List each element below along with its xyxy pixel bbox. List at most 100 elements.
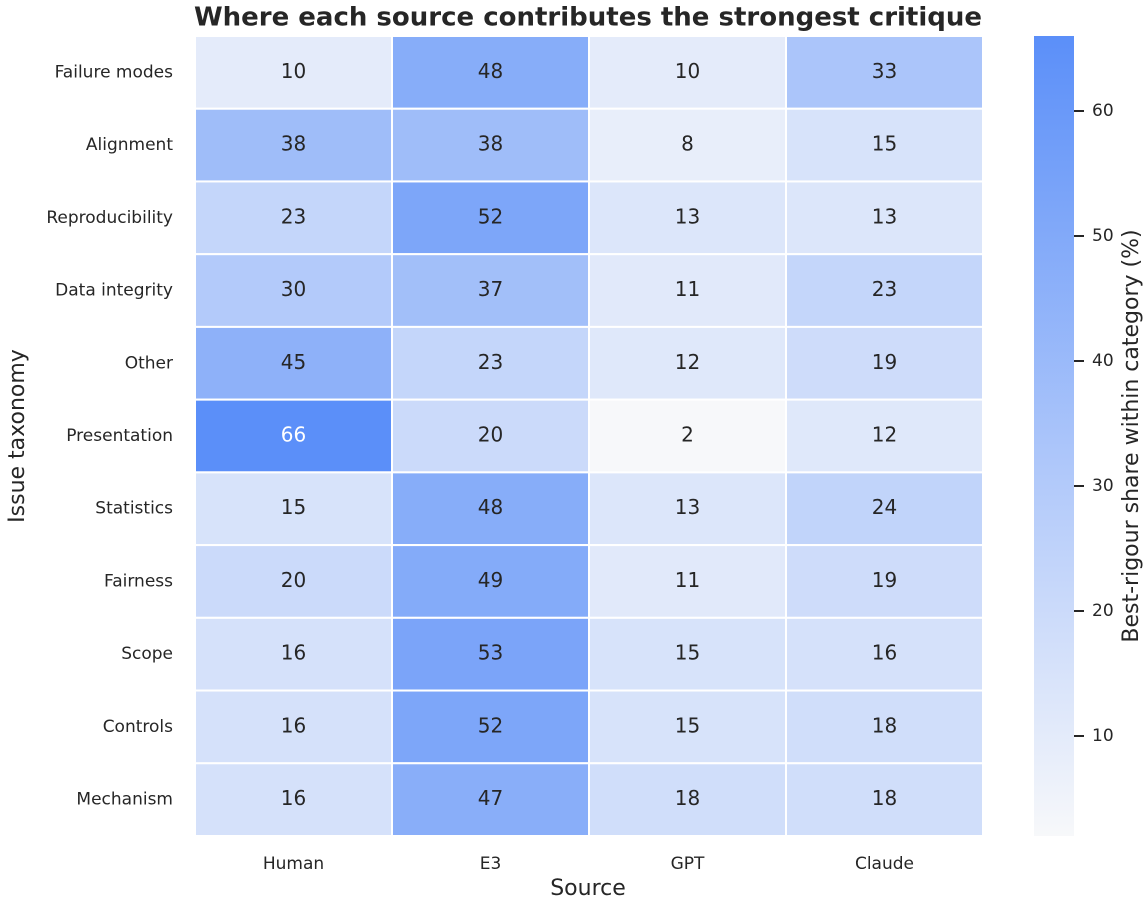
cell-label: 15 bbox=[281, 495, 306, 519]
cell-label: 16 bbox=[872, 641, 897, 665]
cell-label: 23 bbox=[872, 277, 897, 301]
heatmap-cell bbox=[588, 762, 787, 837]
heatmap-cell bbox=[391, 253, 590, 328]
heatmap-cell bbox=[785, 471, 984, 547]
heatmap-cell bbox=[194, 762, 393, 837]
cell-label: 18 bbox=[675, 786, 700, 810]
cell-label: 53 bbox=[478, 641, 503, 665]
cell-label: 23 bbox=[281, 204, 306, 228]
heatmap-cell bbox=[785, 35, 984, 110]
cell-label: 13 bbox=[675, 495, 700, 519]
cell-label: 8 bbox=[681, 132, 694, 156]
y-tick-label: Mechanism bbox=[76, 790, 173, 810]
cell-label: 47 bbox=[478, 786, 503, 810]
cell-label: 48 bbox=[478, 495, 503, 519]
cell-label: 16 bbox=[281, 786, 306, 810]
cell-label: 19 bbox=[872, 568, 897, 592]
heatmap-cell bbox=[588, 35, 787, 110]
heatmap-cell bbox=[785, 762, 984, 837]
y-tick-label: Fairness bbox=[104, 571, 173, 591]
cell-label: 20 bbox=[281, 568, 306, 592]
heatmap-cell bbox=[194, 689, 393, 765]
colorbar-tick-label: 50 bbox=[1092, 226, 1114, 246]
heatmap-cell bbox=[588, 689, 787, 765]
y-tick-label: Alignment bbox=[86, 135, 173, 155]
colorbar-label: Best-rigour share within category (%) bbox=[1119, 229, 1144, 642]
heatmap-cell bbox=[785, 325, 984, 401]
heatmap-cell bbox=[194, 471, 393, 547]
cell-label: 19 bbox=[872, 350, 897, 374]
colorbar-tick-label: 30 bbox=[1092, 476, 1114, 496]
heatmap-cell bbox=[391, 180, 590, 256]
heatmap-cell bbox=[391, 325, 590, 401]
cell-label: 49 bbox=[478, 568, 503, 592]
cell-label: 16 bbox=[281, 713, 306, 737]
cell-label: 48 bbox=[478, 59, 503, 83]
cell-label: 15 bbox=[675, 713, 700, 737]
y-tick-label: Data integrity bbox=[55, 281, 173, 301]
heatmap-cell bbox=[391, 762, 590, 837]
x-tick-label: Human bbox=[263, 854, 324, 874]
heatmap-cell bbox=[785, 689, 984, 765]
y-axis-label: Issue taxonomy bbox=[5, 349, 30, 523]
x-tick-label: E3 bbox=[480, 854, 502, 874]
colorbar bbox=[1034, 36, 1074, 836]
x-tick-label: GPT bbox=[671, 854, 705, 874]
y-tick-label: Reproducibility bbox=[46, 208, 173, 228]
heatmap-cell bbox=[194, 398, 393, 474]
chart-title: Where each source contributes the strong… bbox=[194, 3, 982, 33]
cell-label: 10 bbox=[281, 59, 306, 83]
cell-label: 52 bbox=[478, 713, 503, 737]
cell-label: 38 bbox=[281, 132, 306, 156]
heatmap-cell bbox=[194, 325, 393, 401]
cell-label: 15 bbox=[675, 641, 700, 665]
cell-label: 23 bbox=[478, 350, 503, 374]
cell-label: 12 bbox=[675, 350, 700, 374]
cell-label: 16 bbox=[281, 641, 306, 665]
heatmap-cell bbox=[194, 544, 393, 619]
cell-label: 38 bbox=[478, 132, 503, 156]
cell-label: 24 bbox=[872, 495, 897, 519]
cell-label: 66 bbox=[281, 423, 306, 447]
heatmap-cell bbox=[588, 325, 787, 401]
heatmap-cell bbox=[785, 398, 984, 474]
y-tick-label: Presentation bbox=[66, 426, 173, 446]
cell-label: 15 bbox=[872, 132, 897, 156]
colorbar-tick-label: 20 bbox=[1092, 601, 1114, 621]
cell-label: 2 bbox=[681, 423, 694, 447]
colorbar-tick-label: 60 bbox=[1092, 101, 1114, 121]
y-tick-label: Statistics bbox=[95, 499, 173, 519]
cell-label: 37 bbox=[478, 277, 503, 301]
heatmap-cell bbox=[391, 107, 590, 183]
colorbar-tick-label: 40 bbox=[1092, 351, 1114, 371]
cell-label: 18 bbox=[872, 713, 897, 737]
cell-label: 45 bbox=[281, 350, 306, 374]
y-tick-label: Controls bbox=[103, 717, 173, 737]
heatmap-cell bbox=[785, 616, 984, 692]
x-tick-label: Claude bbox=[855, 854, 914, 874]
y-tick-label: Scope bbox=[121, 644, 173, 664]
cell-label: 10 bbox=[675, 59, 700, 83]
heatmap-cell bbox=[194, 35, 393, 110]
cell-label: 13 bbox=[675, 204, 700, 228]
cell-label: 11 bbox=[675, 568, 700, 592]
heatmap-cell bbox=[785, 253, 984, 328]
heatmap-cell bbox=[785, 107, 984, 183]
heatmap-cell bbox=[391, 35, 590, 110]
heatmap-cell bbox=[785, 180, 984, 256]
heatmap-cell bbox=[588, 398, 787, 474]
cell-label: 52 bbox=[478, 204, 503, 228]
cell-label: 33 bbox=[872, 59, 897, 83]
cell-label: 11 bbox=[675, 277, 700, 301]
cell-label: 12 bbox=[872, 423, 897, 447]
heatmap-cell bbox=[588, 471, 787, 547]
cell-label: 13 bbox=[872, 204, 897, 228]
cell-label: 30 bbox=[281, 277, 306, 301]
cell-label: 20 bbox=[478, 423, 503, 447]
y-tick-label: Failure modes bbox=[55, 62, 174, 82]
heatmap-cell bbox=[588, 544, 787, 619]
x-axis-label: Source bbox=[550, 876, 626, 901]
colorbar-tick-label: 10 bbox=[1092, 726, 1114, 746]
heatmap-cell bbox=[391, 398, 590, 474]
